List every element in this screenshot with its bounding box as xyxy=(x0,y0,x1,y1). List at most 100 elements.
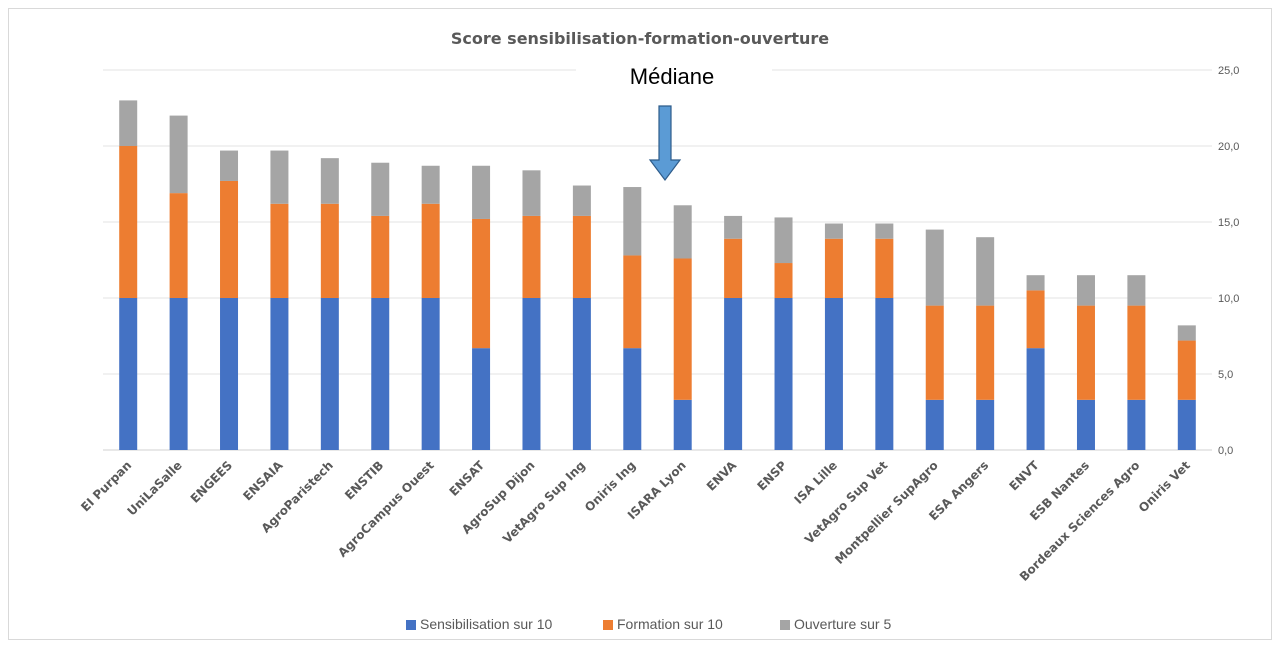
bar-segment xyxy=(623,255,642,349)
bar-segment xyxy=(1026,275,1045,291)
bar-segment xyxy=(673,258,692,400)
y-tick-label: 10,0 xyxy=(1218,293,1239,305)
bar-segment xyxy=(169,298,188,450)
bar-segment xyxy=(1076,305,1095,400)
x-tick-label: ENVA xyxy=(704,458,740,494)
bar-segment xyxy=(724,298,743,450)
bar-segment xyxy=(1026,348,1045,450)
median-label: Médiane xyxy=(630,64,714,89)
x-tick-label: Montpellier SupAgro xyxy=(832,458,941,567)
bar-segment xyxy=(824,238,843,298)
median-arrow-icon xyxy=(648,105,682,181)
bar-segment xyxy=(1026,290,1045,349)
bar-segment xyxy=(472,165,491,219)
x-tick-label: ISA Lille xyxy=(791,458,840,507)
x-tick-label: ENSAT xyxy=(447,458,488,499)
gridlines xyxy=(103,69,1212,451)
bar-segment xyxy=(119,146,138,298)
bar-segment xyxy=(976,305,995,400)
y-tick-label: 20,0 xyxy=(1218,141,1239,153)
bar-segment xyxy=(572,215,591,298)
bar-segment xyxy=(925,399,944,450)
bar-segment xyxy=(623,187,642,256)
bar-segment xyxy=(220,180,239,298)
bar-segment xyxy=(421,165,440,204)
bar-segment xyxy=(572,298,591,450)
bars xyxy=(119,100,1196,450)
bar-segment xyxy=(371,298,390,450)
bar-segment xyxy=(270,203,289,298)
bar-segment xyxy=(169,115,188,194)
bar-segment xyxy=(1076,399,1095,450)
y-tick-label: 25,0 xyxy=(1218,65,1239,77)
legend-swatch xyxy=(603,620,613,630)
bar-segment xyxy=(824,298,843,450)
bar-segment xyxy=(774,298,793,450)
x-tick-label: ENSAIA xyxy=(240,458,286,504)
bar-segment xyxy=(421,298,440,450)
chart-title: Score sensibilisation-formation-ouvertur… xyxy=(451,29,829,48)
bar-segment xyxy=(220,298,239,450)
bar-segment xyxy=(572,185,591,216)
annotation-box xyxy=(576,55,772,97)
bar-segment xyxy=(673,205,692,259)
x-tick-label: VetAgro Sup Vet xyxy=(802,458,891,547)
x-tick-label: ENSTIB xyxy=(342,458,386,502)
bar-segment xyxy=(472,348,491,450)
bar-segment xyxy=(169,193,188,298)
bar-segment xyxy=(1177,325,1196,341)
bar-segment xyxy=(522,298,541,450)
bar-segment xyxy=(270,298,289,450)
bar-segment xyxy=(875,223,894,239)
bar-segment xyxy=(1076,275,1095,306)
legend-label: Ouverture sur 5 xyxy=(794,616,891,632)
bar-segment xyxy=(925,305,944,400)
bar-segment xyxy=(472,218,491,349)
x-tick-label: ENVT xyxy=(1007,458,1043,494)
legend-label: Sensibilisation sur 10 xyxy=(420,616,553,632)
bar-segment xyxy=(320,298,339,450)
legend-swatch xyxy=(780,620,790,630)
x-tick-label: UniLaSalle xyxy=(124,458,184,518)
legend-label: Formation sur 10 xyxy=(617,616,723,632)
bar-segment xyxy=(1177,399,1196,450)
bar-segment xyxy=(320,203,339,298)
y-tick-label: 5,0 xyxy=(1218,369,1233,381)
x-tick-label: ENSP xyxy=(755,458,790,493)
y-axis-ticks: 0,0 5,0 10,0 15,0 20,0 25,0 xyxy=(1218,65,1239,457)
bar-segment xyxy=(623,348,642,450)
bar-segment xyxy=(371,162,390,216)
bar-segment xyxy=(925,229,944,306)
x-tick-label: ENGEES xyxy=(188,458,235,505)
bar-segment xyxy=(1127,399,1146,450)
bar-segment xyxy=(875,298,894,450)
legend-swatch xyxy=(406,620,416,630)
bar-segment xyxy=(522,170,541,216)
bar-segment xyxy=(1177,340,1196,400)
y-tick-label: 0,0 xyxy=(1218,445,1233,457)
bar-segment xyxy=(1127,305,1146,400)
bar-segment xyxy=(673,399,692,450)
bar-segment xyxy=(119,100,138,146)
bar-segment xyxy=(421,203,440,298)
bar-segment xyxy=(724,238,743,298)
bar-segment xyxy=(976,237,995,306)
bar-segment xyxy=(371,215,390,298)
bar-segment xyxy=(119,298,138,450)
x-tick-label: Oniris Vet xyxy=(1136,458,1193,515)
bar-segment xyxy=(220,150,239,181)
bar-segment xyxy=(320,158,339,204)
x-tick-label: AgroCampus Ouest xyxy=(335,458,437,560)
bar-segment xyxy=(875,238,894,298)
bar-segment xyxy=(774,217,793,264)
bar-segment xyxy=(522,215,541,298)
bar-segment xyxy=(270,150,289,204)
bar-segment xyxy=(774,263,793,298)
bar-segment xyxy=(824,223,843,239)
bar-segment xyxy=(976,399,995,450)
bar-segment xyxy=(724,215,743,239)
legend: Sensibilisation sur 10 Formation sur 10 Ou… xyxy=(406,616,891,632)
y-tick-label: 15,0 xyxy=(1218,217,1239,229)
